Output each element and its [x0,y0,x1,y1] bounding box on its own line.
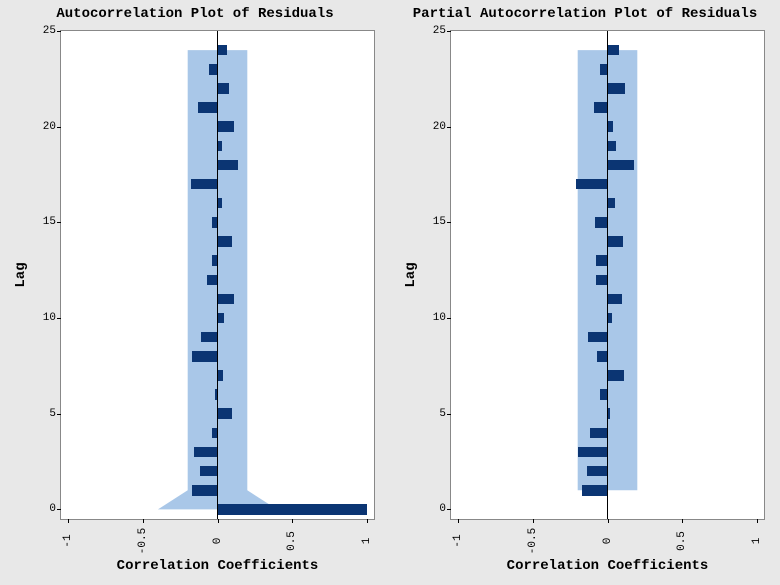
y-tick-label: 10 [421,312,446,324]
correlation-bar [218,45,228,56]
pacf-title: Partial Autocorrelation Plot of Residual… [390,6,780,22]
pacf-xlabel: Correlation Coefficients [451,558,764,574]
correlation-bar [608,370,624,381]
x-tick-label: 1 [751,538,763,545]
x-tick-label: 0 [212,538,224,545]
correlation-bar [200,466,218,477]
correlation-bar [608,45,619,56]
y-tick-label: 5 [31,408,56,420]
pacf-plot-area: Lag Correlation Coefficients 0510152025-… [450,30,765,520]
acf-panel: Autocorrelation Plot of Residuals Lag Co… [0,0,390,585]
correlation-bar [218,504,367,515]
y-tick-label: 20 [31,121,56,133]
x-tick-label: -0.5 [137,528,149,554]
y-tick-label: 5 [421,408,446,420]
zero-line [607,31,609,519]
x-tick-label: 0 [602,538,614,545]
pacf-panel: Partial Autocorrelation Plot of Residual… [390,0,780,585]
correlation-bar [608,198,615,209]
pacf-ylabel: Lag [403,262,419,287]
y-tick-label: 15 [31,216,56,228]
correlation-bar [218,294,234,305]
x-tick-label: -1 [62,534,74,547]
correlation-bar [578,447,608,458]
correlation-bar [596,255,608,266]
correlation-bar [595,217,608,228]
correlation-bar [608,294,623,305]
correlation-bar [608,236,624,247]
correlation-bar [608,121,614,132]
correlation-bar [218,160,239,171]
x-tick-label: 1 [361,538,373,545]
x-tick-label: -0.5 [527,528,539,554]
acf-title: Autocorrelation Plot of Residuals [0,6,390,22]
y-tick-label: 10 [31,312,56,324]
zero-line [217,31,219,519]
correlation-bar [191,179,218,190]
correlation-bar [590,428,608,439]
correlation-bar [201,332,217,343]
y-tick-label: 0 [31,503,56,515]
correlation-bar [576,179,607,190]
correlation-bar [608,141,617,152]
correlation-bar [192,351,217,362]
correlation-bar [192,485,217,496]
x-tick-label: 0.5 [286,531,298,551]
x-tick-label: -1 [452,534,464,547]
y-tick-label: 0 [421,503,446,515]
correlation-bar [587,466,608,477]
correlation-bar [218,313,225,324]
correlation-bar [582,485,607,496]
correlation-bar [608,160,634,171]
correlation-bar [218,83,229,94]
correlation-bar [594,102,607,113]
x-tick-label: 0.5 [676,531,688,551]
correlation-bar [218,121,234,132]
correlation-bar [218,408,233,419]
acf-plot-area: Lag Correlation Coefficients 0510152025-… [60,30,375,520]
correlation-bar [198,102,217,113]
y-tick-label: 15 [421,216,446,228]
correlation-bar [608,83,626,94]
correlation-bar [596,275,608,286]
correlation-bar [588,332,607,343]
acf-ylabel: Lag [13,262,29,287]
y-tick-label: 20 [421,121,446,133]
y-tick-label: 25 [421,25,446,37]
correlation-bar [194,447,217,458]
correlation-bar [218,370,223,381]
acf-xlabel: Correlation Coefficients [61,558,374,574]
correlation-bar [218,236,233,247]
y-tick-label: 25 [31,25,56,37]
